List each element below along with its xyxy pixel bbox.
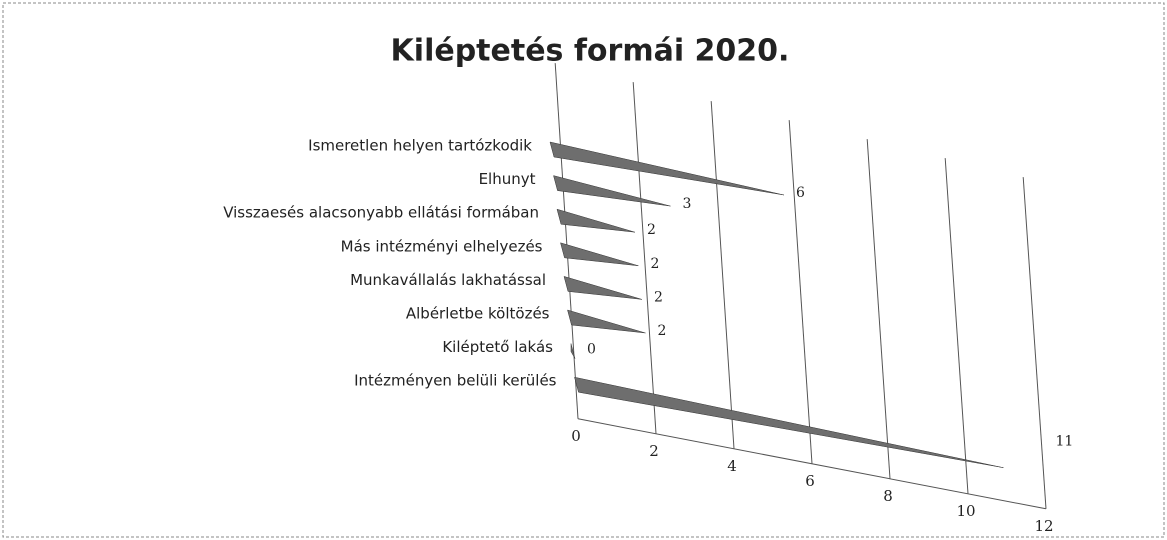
value-label: 2 bbox=[654, 289, 663, 305]
value-label: 2 bbox=[647, 222, 656, 238]
bar bbox=[549, 141, 785, 196]
bar bbox=[556, 208, 636, 233]
x-tick-label: 2 bbox=[649, 442, 659, 460]
grid-line bbox=[866, 139, 891, 479]
x-tick-label: 12 bbox=[1034, 517, 1053, 535]
y-tick-label: Intézményen belüli kerülés bbox=[354, 372, 557, 390]
value-label: 6 bbox=[796, 185, 805, 201]
y-tick-label: Más intézményi elhelyezés bbox=[341, 237, 543, 255]
y-tick-label: Ismeretlen helyen tartózkodik bbox=[308, 137, 532, 155]
x-axis bbox=[577, 418, 1047, 510]
grid-line bbox=[788, 120, 813, 464]
x-tick-label: 8 bbox=[883, 487, 893, 505]
grid-line bbox=[1022, 177, 1047, 509]
grid-line bbox=[554, 63, 579, 419]
y-tick-label: Elhunyt bbox=[479, 170, 536, 188]
y-tick-label: Munkavállalás lakhatással bbox=[350, 271, 546, 289]
x-tick-label: 10 bbox=[956, 502, 975, 520]
value-label: 11 bbox=[1056, 434, 1074, 450]
x-tick-label: 0 bbox=[571, 427, 581, 445]
grid-line bbox=[710, 101, 735, 449]
grid-line bbox=[632, 82, 657, 434]
bar bbox=[570, 343, 576, 359]
value-label: 0 bbox=[587, 342, 596, 358]
bar bbox=[563, 276, 643, 300]
bar bbox=[567, 309, 646, 334]
y-tick-label: Albérletbe költözés bbox=[406, 305, 550, 323]
x-tick-label: 4 bbox=[727, 457, 737, 475]
x-tick-label: 6 bbox=[805, 472, 815, 490]
grid-line bbox=[944, 158, 969, 494]
bar bbox=[560, 242, 639, 267]
bar bbox=[574, 376, 1004, 468]
y-tick-label: Visszaesés alacsonyabb ellátási formában bbox=[223, 204, 539, 222]
bar bbox=[553, 175, 671, 207]
value-label: 2 bbox=[658, 323, 667, 339]
value-label: 2 bbox=[651, 256, 660, 272]
value-label: 3 bbox=[683, 196, 692, 212]
chart-title: Kiléptetés formái 2020. bbox=[391, 34, 790, 69]
y-tick-label: Kiléptető lakás bbox=[442, 338, 553, 356]
